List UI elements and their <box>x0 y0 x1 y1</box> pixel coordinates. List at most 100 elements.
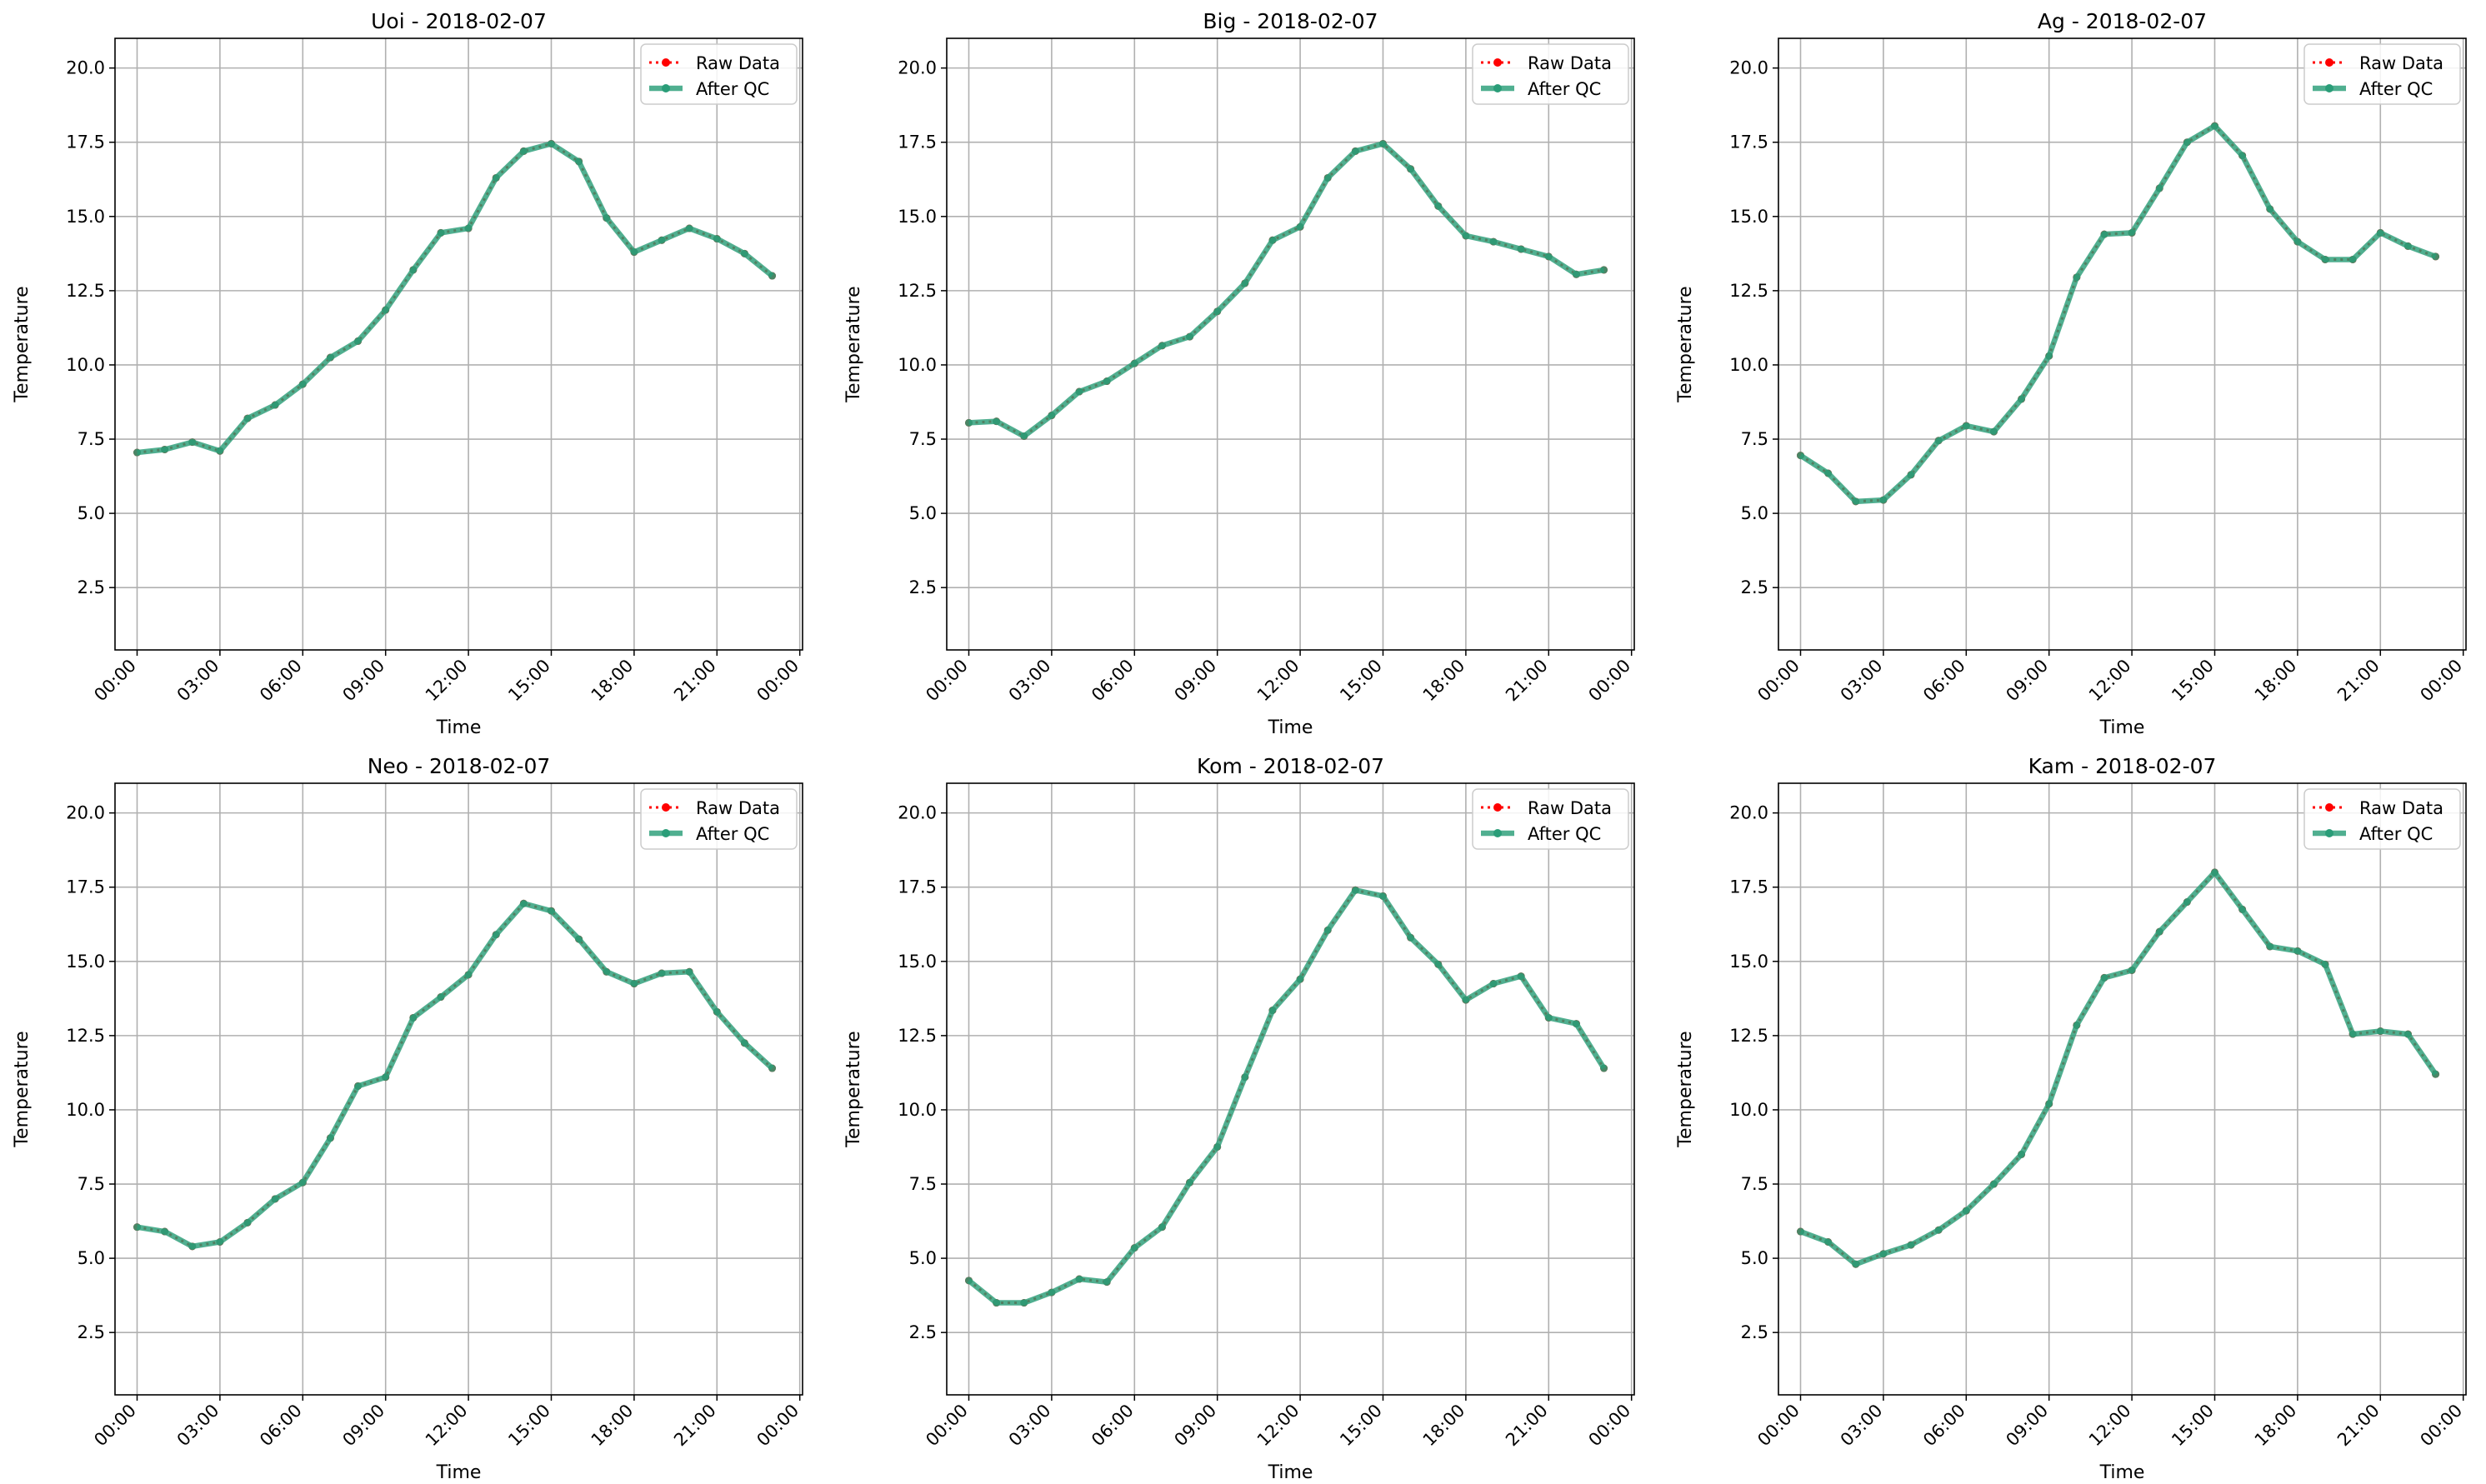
after-qc-point <box>1378 892 1387 900</box>
after-qc-point <box>2321 255 2329 263</box>
after-qc-point <box>382 1073 390 1082</box>
axes-frame <box>1778 782 2467 1396</box>
axes-frame <box>1778 37 2467 651</box>
after-qc-point <box>243 1218 252 1227</box>
legend-raw-marker-icon <box>662 803 670 812</box>
x-axis-label: Time <box>436 1462 482 1483</box>
after-qc-line <box>137 141 774 456</box>
legend-qc-marker-icon <box>2325 829 2333 837</box>
x-axis-label: Time <box>1268 717 1313 738</box>
after-qc-point <box>409 266 418 274</box>
y-tick-label: 20.0 <box>66 58 105 78</box>
y-tick-label: 7.5 <box>909 429 937 449</box>
after-qc-point <box>547 907 555 915</box>
after-qc-point <box>1824 469 1833 477</box>
x-axis-label: Time <box>2099 717 2145 738</box>
after-qc-point <box>1907 1241 1915 1249</box>
y-tick-label: 10.0 <box>898 1100 937 1120</box>
legend-raw-marker-icon <box>1493 803 1502 812</box>
after-qc-point <box>1934 437 1943 445</box>
chart-title: Kom - 2018-02-07 <box>1197 754 1384 778</box>
y-tick-label: 12.5 <box>66 1026 105 1046</box>
chart-panel: 00:00 03:00 06:00 09:00 12:00 15:00 18:00 21:00… <box>12 9 803 738</box>
after-qc-point <box>1989 1180 1998 1188</box>
after-qc-point <box>1241 279 1249 287</box>
after-qc-point <box>2073 1021 2081 1029</box>
y-tick-label: 12.5 <box>898 281 937 301</box>
after-qc-point <box>1103 377 1111 386</box>
after-qc-point <box>437 993 445 1002</box>
x-axis-label: Time <box>436 717 482 738</box>
after-qc-point <box>740 249 748 257</box>
after-qc-point <box>1407 165 1415 173</box>
after-qc-point <box>492 931 500 939</box>
y-tick-label: 2.5 <box>1741 577 1768 597</box>
plot-lines <box>133 899 777 1251</box>
y-tick-label: 10.0 <box>66 355 105 375</box>
legend: Raw Data After QC <box>640 788 798 850</box>
after-qc-line <box>136 901 774 1250</box>
y-tick-label: 15.0 <box>1729 207 1768 227</box>
after-qc-line <box>1799 869 2438 1267</box>
y-tick-label: 7.5 <box>909 1174 937 1194</box>
legend: Raw Data After QC <box>2303 788 2461 850</box>
axes-frame <box>946 782 1635 1396</box>
after-qc-point <box>1351 886 1359 894</box>
after-qc-point <box>1600 266 1608 274</box>
legend-qc-marker-icon <box>662 84 670 92</box>
after-qc-point <box>216 447 224 455</box>
after-qc-point <box>2100 973 2108 982</box>
y-axis-label: Temperature <box>1675 286 1696 402</box>
y-tick-label: 15.0 <box>898 207 937 227</box>
after-qc-point <box>685 967 693 976</box>
y-tick-label: 17.5 <box>66 132 105 152</box>
after-qc-point <box>492 173 500 182</box>
legend-raw-label: Raw Data <box>2359 798 2443 818</box>
y-tick-label: 7.5 <box>1741 429 1768 449</box>
after-qc-point <box>993 417 1001 426</box>
after-qc-point <box>1323 926 1332 934</box>
after-qc-point <box>1213 307 1222 316</box>
after-qc-point <box>1158 1223 1166 1232</box>
after-qc-point <box>1296 222 1304 231</box>
y-tick-label: 5.0 <box>909 1248 937 1268</box>
after-qc-point <box>1268 1007 1277 1015</box>
after-qc-point <box>2183 138 2191 147</box>
after-qc-point <box>1075 387 1083 396</box>
after-qc-point <box>768 1064 777 1072</box>
legend-raw-label: Raw Data <box>696 798 780 818</box>
axes-frame <box>114 782 803 1396</box>
after-qc-point <box>1797 1227 1805 1236</box>
chart-title: Kam - 2018-02-07 <box>2028 754 2217 778</box>
after-qc-point <box>464 224 473 232</box>
after-qc-point <box>2321 960 2329 968</box>
after-qc-point <box>1517 245 1525 253</box>
after-qc-point <box>965 1277 973 1285</box>
axes-frame <box>114 37 803 651</box>
y-tick-label: 17.5 <box>898 877 937 897</box>
y-tick-label: 10.0 <box>898 355 937 375</box>
after-qc-point <box>1407 933 1415 942</box>
after-qc-point <box>768 272 777 280</box>
y-tick-label: 20.0 <box>66 803 105 823</box>
after-qc-point <box>575 157 583 166</box>
y-tick-label: 12.5 <box>66 281 105 301</box>
after-qc-point <box>2293 947 2302 955</box>
after-qc-point <box>2238 905 2247 913</box>
after-qc-point <box>1600 1064 1608 1072</box>
after-qc-point <box>1462 232 1470 240</box>
after-qc-point <box>1075 1275 1083 1283</box>
after-qc-point <box>1852 497 1860 506</box>
plot-lines <box>965 139 1608 440</box>
after-qc-point <box>2348 255 2357 263</box>
legend: Raw Data After QC <box>2303 43 2461 105</box>
y-axis-label: Temperature <box>12 1031 33 1147</box>
after-qc-point <box>298 1178 307 1187</box>
legend-raw-marker-icon <box>1493 58 1502 67</box>
after-qc-point <box>713 235 721 243</box>
legend-qc-label: After QC <box>2359 824 2433 844</box>
after-qc-point <box>2238 152 2247 160</box>
legend: Raw Data After QC <box>1472 43 1629 105</box>
legend-qc-label: After QC <box>696 79 769 99</box>
after-qc-point <box>2376 1027 2384 1036</box>
